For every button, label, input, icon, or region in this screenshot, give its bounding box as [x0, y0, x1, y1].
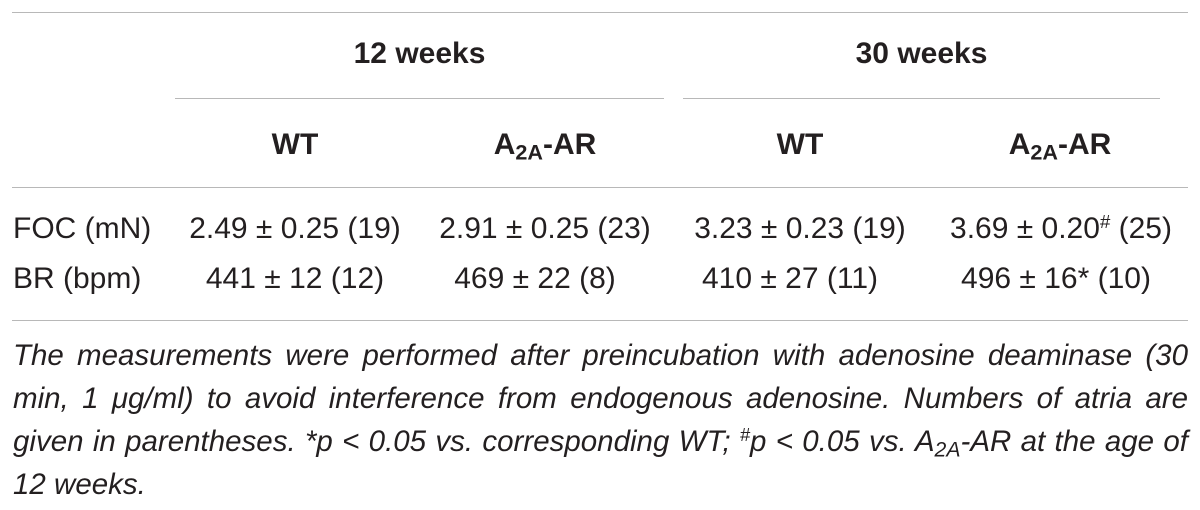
- col-header-a2a-12: A2A-AR: [493, 128, 597, 165]
- group1-underline: [175, 98, 664, 99]
- group-header-12-weeks: 12 weeks: [353, 37, 486, 70]
- cell-foc-wt-30: 3.23 ± 0.23 (19): [694, 212, 906, 245]
- cell-br-a2a-12: 469 ± 22 (8): [454, 262, 616, 295]
- row-label-br: BR (bpm): [13, 262, 142, 295]
- table-top-rule: [12, 12, 1188, 13]
- table-footnote: The measurements were performed after pr…: [13, 339, 1188, 501]
- group2-underline: [683, 98, 1160, 99]
- col-header-wt-30: WT: [776, 128, 824, 161]
- col-header-wt-12: WT: [271, 128, 319, 161]
- col-header-a2a-30: A2A-AR: [1008, 128, 1112, 165]
- group-header-30-weeks: 30 weeks: [855, 37, 988, 70]
- table-bottom-rule: [12, 320, 1188, 321]
- cell-br-a2a-30: 496 ± 16* (10): [961, 262, 1151, 295]
- header-bottom-rule: [12, 187, 1188, 188]
- row-label-foc: FOC (mN): [13, 212, 152, 245]
- cell-br-wt-30: 410 ± 27 (11): [701, 262, 878, 295]
- cell-foc-a2a-12: 2.91 ± 0.25 (23): [439, 212, 651, 245]
- cell-br-wt-12: 441 ± 12 (12): [205, 262, 385, 295]
- cell-foc-a2a-30: 3.69 ± 0.20# (25): [950, 210, 1172, 245]
- cell-foc-wt-12: 2.49 ± 0.25 (19): [189, 212, 401, 245]
